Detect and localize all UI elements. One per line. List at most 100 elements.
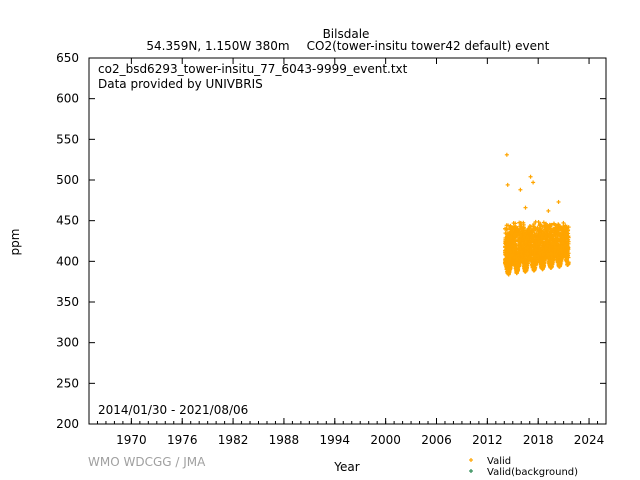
data-point-valid [523,268,528,273]
data-point-valid-outlier [556,199,561,204]
data-point-valid [517,247,522,252]
data-point-valid [565,238,570,243]
data-point-valid [503,260,508,265]
x-axis-ticks: 1970 1976 1982 1988 1994 2000 2006 2012 2018 2024 [88,58,607,447]
data-point-valid [512,238,517,243]
data-point-valid [559,256,564,261]
data-point-valid [519,257,524,262]
y-tick-label: 400 [56,254,79,268]
data-point-valid [504,232,509,237]
legend-marker-valid-glyph [469,458,473,462]
data-point-valid [506,271,511,276]
data-point-valid [540,264,545,269]
data-point-valid [548,258,553,263]
data-point-valid [522,236,527,241]
data-point-valid [534,243,539,248]
data-point-valid [519,249,524,254]
file-name-label: co2_bsd6293_tower-insitu_77_6043-9999_ev… [98,62,408,76]
data-point-valid [542,261,547,266]
data-point-valid [514,244,519,249]
data-point-valid [505,266,510,271]
data-point-valid [509,263,514,268]
data-point-valid [509,259,514,264]
data-point-valid [529,251,534,256]
data-point-valid [513,227,518,232]
data-point-valid [545,242,550,247]
data-point-valid [522,263,527,268]
data-point-valid [538,235,543,240]
data-point-valid [566,261,571,266]
data-point-valid [508,235,513,240]
data-point-valid [512,246,517,251]
data-point-valid-outlier [528,174,533,179]
data-point-valid [526,233,531,238]
data-point-valid [511,243,516,248]
data-point-valid [550,260,555,265]
data-point-valid [565,228,570,233]
y-tick-label: 300 [56,336,79,350]
y-tick-label: 250 [56,376,79,390]
x-axis-label: Year [333,460,359,474]
data-point-valid [517,242,522,247]
data-point-valid-outlier [504,152,509,157]
y-axis-ticks: 200 250 300 350 400 450 500 550 600 650 [56,51,606,431]
chart-title-station: Bilsdale [323,27,370,41]
data-point-valid-outlier [531,180,536,185]
data-point-valid [541,247,546,252]
data-point-valid [512,255,517,260]
y-axis-label: ppm [8,229,22,256]
data-point-valid-outlier [518,187,523,192]
data-point-valid [562,246,567,251]
data-point-valid [532,267,537,272]
data-point-valid [552,252,557,257]
data-point-valid [561,224,566,229]
data-point-valid [504,257,509,262]
data-point-valid [530,264,535,269]
data-point-valid [540,256,545,261]
data-point-valid [513,221,518,226]
data-point-valid [533,226,538,231]
data-point-valid [518,238,523,243]
data-point-valid [526,239,531,244]
data-point-valid [536,219,541,224]
y-tick-label: 650 [56,51,79,65]
data-point-valid [538,259,543,264]
data-point-valid [553,227,558,232]
data-point-valid [503,244,508,249]
data-point-valid [530,236,535,241]
legend-marker-valid-background-glyph [469,469,473,473]
data-point-valid [531,224,536,229]
data-point-valid [551,221,556,226]
data-point-valid [555,254,560,259]
data-point-valid [508,244,513,249]
y-tick-label: 200 [56,417,79,431]
data-point-valid [521,243,526,248]
data-point-valid [543,245,548,250]
data-point-valid-outlier [505,182,510,187]
data-point-valid [521,230,526,235]
data-point-valid [547,260,552,265]
legend-label-valid-background: Valid(background) [487,467,578,478]
data-point-valid [552,234,557,239]
legend-marker-valid [469,458,473,462]
data-point-valid [526,256,531,261]
data-point-valid [529,229,534,234]
data-point-valid [516,267,521,272]
data-point-valid [551,241,556,246]
y-tick-label: 450 [56,214,79,228]
date-range-label: 2014/01/30 - 2021/08/06 [98,403,248,417]
data-point-valid [537,222,542,227]
data-point-valid [557,237,562,242]
data-point-valid [564,248,569,253]
data-point-valid [543,234,548,239]
data-point-valid [550,246,555,251]
y-tick-label: 500 [56,173,79,187]
data-point-valid [541,220,546,225]
data-point-valid [546,252,551,257]
data-point-valid [504,239,509,244]
data-point-valid [505,248,510,253]
data-point-valid [548,229,553,234]
data-point-valid [564,232,569,237]
x-tick-label: 2018 [523,433,554,447]
x-tick-label: 2006 [421,433,452,447]
